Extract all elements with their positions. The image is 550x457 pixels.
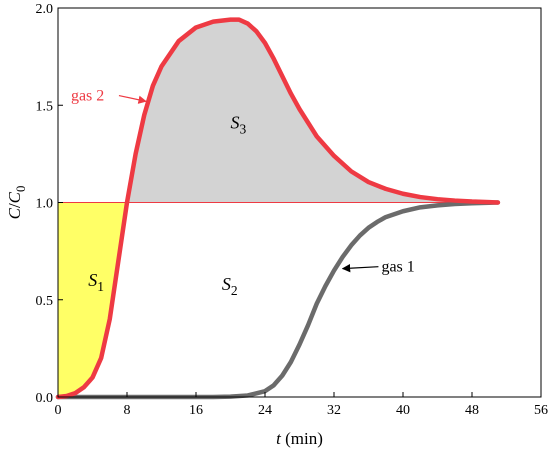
x-tick-label-4: 32 [327, 403, 341, 418]
x-axis-label: t (min) [276, 429, 323, 448]
region-label-s1: S1 [88, 270, 104, 294]
annotation-gas-2-label: gas 2 [71, 88, 104, 105]
x-tick-label-6: 48 [465, 403, 479, 418]
region-s3-fill [127, 19, 498, 203]
annotation-gas-1-arrow [341, 264, 379, 273]
x-tick-label-5: 40 [396, 403, 410, 418]
ticks-layer: 0 8 16 24 32 40 48 56 0.0 0.5 1.0 1.5 2.0 [36, 2, 549, 418]
y-tick-label-0: 0.0 [36, 391, 54, 406]
series-gas-1-line [55, 200, 501, 400]
region-label-s2: S2 [222, 274, 238, 298]
x-tick-label-2: 16 [189, 403, 203, 418]
series-layer [55, 17, 501, 400]
x-tick-label-1: 8 [124, 403, 131, 418]
y-tick-label-4: 2.0 [36, 2, 54, 17]
x-tick-label-3: 24 [258, 403, 272, 418]
y-tick-label-1: 0.5 [36, 294, 54, 309]
regions-layer [58, 19, 498, 397]
annotations-layer: gas 2 gas 1 [71, 88, 415, 276]
region-s1-fill [58, 202, 127, 397]
series-gas-2-line [55, 17, 501, 400]
x-tick-label-0: 0 [55, 403, 62, 418]
region-label-s3: S3 [231, 113, 247, 137]
x-tick-label-7: 56 [534, 403, 548, 418]
y-tick-label-3: 1.5 [36, 99, 54, 114]
labels-layer: t (min) C/C0 S1 S2 S3 [5, 113, 323, 448]
y-axis-label: C/C0 [5, 186, 28, 220]
annotation-gas-1-label: gas 1 [381, 259, 414, 276]
annotation-gas-2-arrow [118, 94, 147, 104]
y-tick-label-2: 1.0 [36, 197, 54, 212]
